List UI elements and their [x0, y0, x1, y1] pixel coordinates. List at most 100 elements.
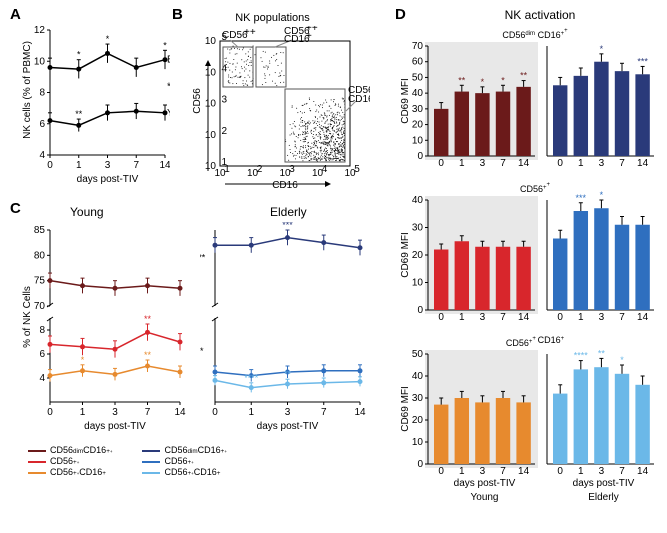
- svg-text:7: 7: [619, 158, 625, 169]
- svg-text:Elderly: Elderly: [167, 55, 170, 66]
- svg-text:14: 14: [174, 407, 186, 418]
- svg-text:CD16: CD16: [272, 180, 298, 191]
- svg-text:***: ***: [576, 193, 587, 203]
- svg-text:NK cells (% of PBMC): NK cells (% of PBMC): [22, 41, 33, 139]
- svg-text:0: 0: [557, 466, 563, 477]
- svg-text:7: 7: [321, 407, 327, 418]
- svg-text:3: 3: [480, 158, 486, 169]
- svg-text:10: 10: [412, 437, 424, 448]
- svg-text:0: 0: [417, 305, 423, 316]
- svg-text:8: 8: [39, 88, 45, 99]
- svg-text:10: 10: [205, 130, 217, 141]
- svg-text:8: 8: [39, 325, 45, 336]
- svg-text:5: 5: [354, 164, 360, 175]
- svg-text:3: 3: [112, 407, 118, 418]
- svg-text:*: *: [163, 40, 167, 50]
- svg-text:7: 7: [145, 407, 151, 418]
- panel-d-row-1: CD56++ 010203040CD69 MFI0137140***1*3714: [400, 182, 660, 332]
- svg-text:10: 10: [205, 99, 217, 110]
- svg-text:3: 3: [599, 312, 605, 323]
- legend-item: CD56dimCD16++: [142, 445, 226, 455]
- svg-text:20: 20: [412, 120, 424, 131]
- panel-c-young-title: Young: [70, 205, 104, 219]
- panel-a-chart: 4681012013714NK cells (% of PBMC)days po…: [20, 20, 170, 185]
- svg-text:**: **: [144, 314, 152, 324]
- svg-text:10: 10: [205, 36, 217, 47]
- panel-d-label: D: [395, 6, 406, 23]
- svg-text:*: *: [600, 190, 604, 200]
- panel-c-elderly-chart: 013714days post-TIV**************: [200, 222, 370, 437]
- svg-text:0: 0: [438, 466, 444, 477]
- svg-text:% of NK Cells: % of NK Cells: [22, 286, 33, 348]
- svg-text:14: 14: [637, 466, 649, 477]
- svg-text:75: 75: [34, 276, 46, 287]
- svg-text:1: 1: [578, 312, 584, 323]
- svg-text:10: 10: [412, 278, 424, 289]
- svg-text:0: 0: [47, 407, 53, 418]
- svg-text:**: **: [144, 350, 152, 360]
- svg-text:**: **: [200, 346, 204, 356]
- svg-text:****: ****: [574, 351, 589, 361]
- svg-text:*: *: [620, 355, 624, 365]
- svg-text:7: 7: [500, 312, 506, 323]
- svg-text:10: 10: [205, 67, 217, 78]
- svg-text:40: 40: [412, 371, 424, 382]
- svg-text:3: 3: [221, 95, 227, 106]
- svg-text:3: 3: [289, 164, 295, 175]
- svg-text:6: 6: [39, 349, 45, 360]
- svg-text:7: 7: [619, 312, 625, 323]
- svg-text:7: 7: [500, 466, 506, 477]
- svg-text:3: 3: [480, 312, 486, 323]
- svg-text:**: **: [520, 71, 528, 81]
- svg-text:**: **: [75, 109, 83, 119]
- legend-item: CD56++: [28, 456, 112, 466]
- svg-text:3: 3: [599, 158, 605, 169]
- svg-text:30: 30: [412, 104, 424, 115]
- svg-text:*: *: [77, 50, 81, 60]
- svg-text:days post-TIV: days post-TIV: [77, 174, 139, 185]
- svg-text:Young: Young: [471, 492, 499, 503]
- svg-text:40: 40: [412, 88, 424, 99]
- svg-text:***: ***: [637, 56, 648, 66]
- svg-text:7: 7: [500, 158, 506, 169]
- svg-text:1: 1: [80, 407, 86, 418]
- svg-text:1: 1: [76, 160, 82, 171]
- svg-text:1: 1: [578, 466, 584, 477]
- svg-text:**: **: [598, 348, 606, 358]
- panel-d-row-0: CD56dim CD16++ 010203040506070CD69 MFI0*…: [400, 28, 660, 178]
- svg-text:2: 2: [221, 126, 227, 137]
- panel-c-elderly-title: Elderly: [270, 205, 307, 219]
- svg-text:80: 80: [34, 250, 46, 261]
- svg-text:Elderly: Elderly: [588, 492, 619, 503]
- svg-text:1: 1: [578, 158, 584, 169]
- svg-text:*: *: [600, 44, 604, 54]
- svg-text:****: ****: [244, 373, 259, 383]
- svg-text:CD56dim CD16++: CD56dim CD16++: [502, 28, 568, 40]
- panel-c-young-chart: 70758085468% of NK Cells013714days post-…: [20, 222, 190, 437]
- svg-text:**: **: [458, 75, 466, 85]
- svg-text:days post-TIV: days post-TIV: [257, 421, 319, 432]
- panel-d-row-2: CD56++ CD16+ 01020304050CD69 MFI013714da…: [400, 336, 660, 511]
- svg-text:0: 0: [438, 158, 444, 169]
- svg-text:days post-TIV: days post-TIV: [84, 421, 146, 432]
- svg-text:85: 85: [34, 225, 46, 236]
- svg-text:10: 10: [34, 56, 46, 67]
- svg-text:1: 1: [459, 158, 465, 169]
- svg-text:*: *: [501, 75, 505, 85]
- svg-text:**: **: [284, 369, 292, 379]
- svg-text:0: 0: [557, 312, 563, 323]
- panel-b-title: NK populations: [190, 12, 355, 24]
- svg-text:days post-TIV: days post-TIV: [454, 478, 516, 489]
- svg-text:14: 14: [637, 158, 649, 169]
- svg-text:CD56++ CD16+: CD56++ CD16+: [506, 336, 565, 348]
- svg-text:Young: Young: [167, 108, 170, 119]
- svg-text:4: 4: [39, 373, 45, 384]
- svg-text:+: +: [306, 31, 312, 42]
- svg-text:2: 2: [257, 164, 263, 175]
- svg-text:CD56: CD56: [192, 88, 203, 114]
- svg-text:CD69 MFI: CD69 MFI: [400, 386, 411, 432]
- svg-text:**: **: [167, 81, 170, 92]
- legend-item: CD56++CD16+: [28, 467, 112, 477]
- svg-text:CD56++: CD56++: [520, 182, 551, 194]
- svg-text:0: 0: [417, 151, 423, 162]
